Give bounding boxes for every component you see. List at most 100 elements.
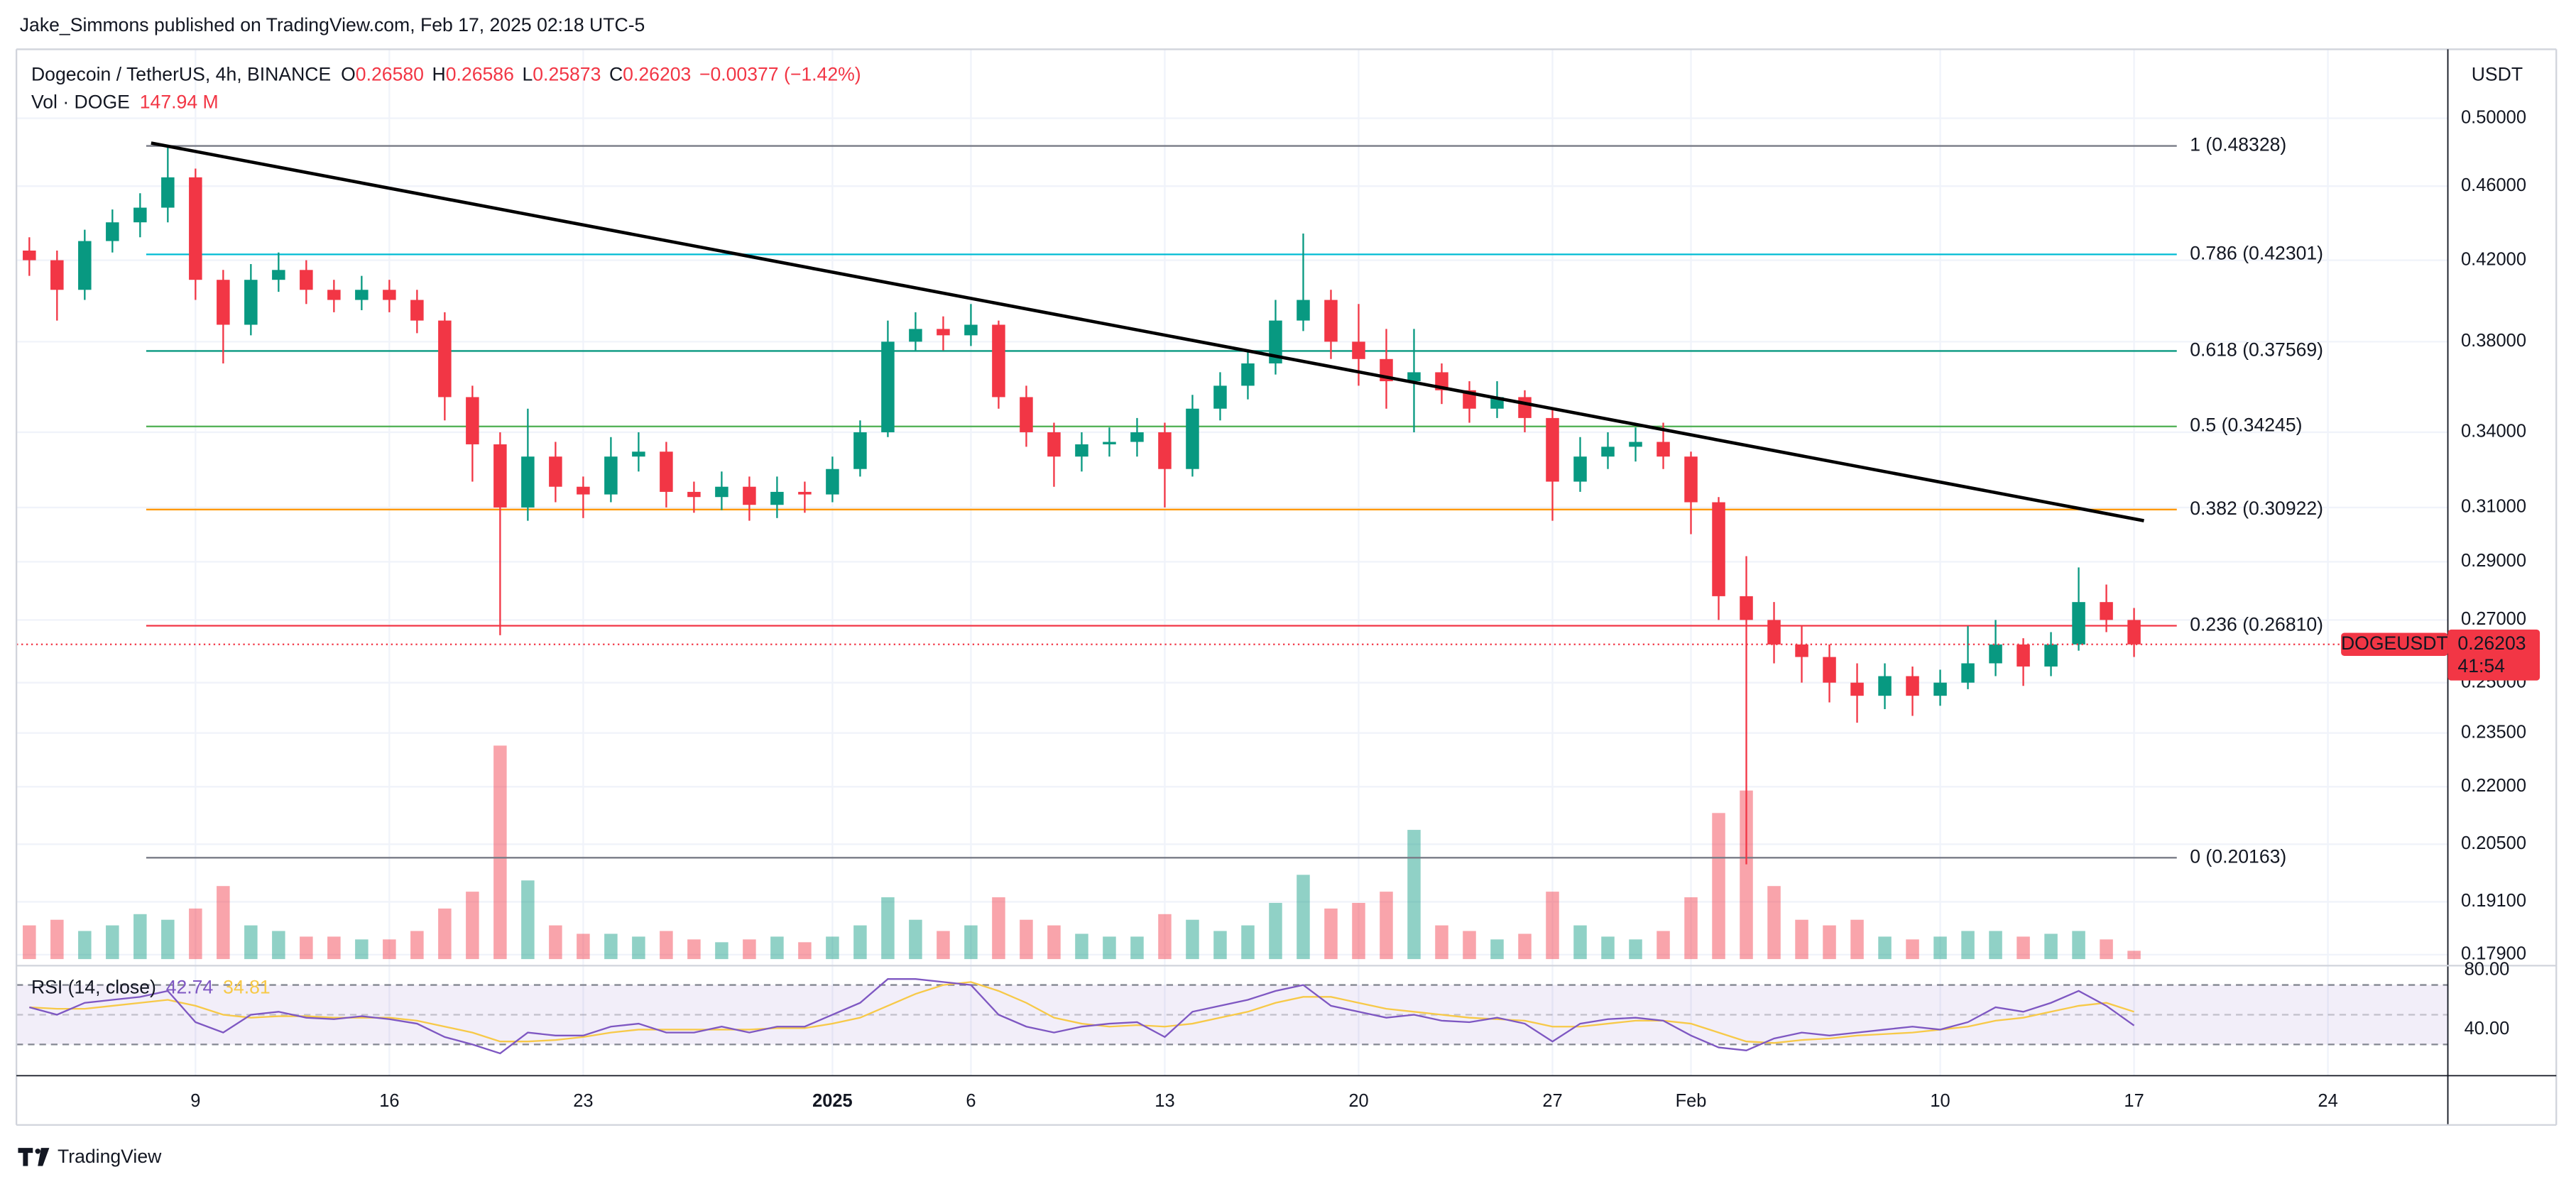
x-tick-label: 2025 <box>812 1091 853 1111</box>
grid <box>16 49 2448 1076</box>
candle-body <box>217 280 230 325</box>
y-tick-label: 0.42000 <box>2461 249 2526 269</box>
candle-body <box>1047 432 1061 457</box>
candle-body <box>1075 444 1088 457</box>
rsi-tick-label: 40.00 <box>2465 1019 2510 1039</box>
rsi-ma-value: 34.81 <box>223 977 271 998</box>
volume-title: Vol · DOGE <box>31 92 130 113</box>
volume-bar <box>1601 936 1615 960</box>
volume-bar <box>1463 931 1476 960</box>
volume-bar <box>1020 919 1033 960</box>
candle-body <box>1573 456 1587 482</box>
volume-bar <box>1878 936 1892 960</box>
rsi-tick-label: 80.00 <box>2465 959 2510 979</box>
volume-bar <box>78 931 92 960</box>
volume-bar <box>189 908 202 960</box>
volume-bar <box>493 745 507 960</box>
candle-body <box>577 486 590 495</box>
candle-body <box>687 491 701 498</box>
volume-legend: Vol · DOGE 147.94 M <box>31 92 219 113</box>
volume-bar <box>2044 933 2058 960</box>
candle-body <box>632 451 645 457</box>
candle-body <box>1795 644 1808 657</box>
volume-bar <box>23 925 36 960</box>
y-tick-label: 0.27000 <box>2461 609 2526 629</box>
volume-bar <box>1407 830 1421 960</box>
candle-body <box>743 486 756 505</box>
candle-body <box>937 329 950 336</box>
candle-body <box>1989 644 2002 664</box>
volume-bar <box>1573 925 1587 960</box>
currency-label: USDT <box>2472 63 2523 84</box>
candle-body <box>1241 363 1255 386</box>
volume-bar <box>466 892 479 960</box>
candle-body <box>1407 372 1421 382</box>
y-tick-label: 0.31000 <box>2461 497 2526 517</box>
candle-body <box>355 290 369 300</box>
price-tag-countdown: 41:54 <box>2457 655 2505 676</box>
volume-bar <box>1241 925 1255 960</box>
volume-bar <box>1629 939 1642 960</box>
volume-bar <box>1380 892 1393 960</box>
volume-bar <box>2127 950 2141 960</box>
volume-bar <box>2072 931 2085 960</box>
volume-bar <box>1158 914 1172 960</box>
candle-body <box>770 491 784 505</box>
candle-body <box>1767 620 1781 645</box>
x-tick-label: 16 <box>379 1091 399 1111</box>
candle-body <box>1601 446 1615 457</box>
volume-bar <box>604 933 618 960</box>
candle-body <box>327 290 341 300</box>
candle-body <box>438 320 452 398</box>
x-tick-label: 6 <box>966 1091 976 1111</box>
volume-bar <box>909 919 922 960</box>
volume-bar <box>244 925 258 960</box>
fib-level-label: 0 (0.20163) <box>2190 845 2286 867</box>
y-tick-label: 0.34000 <box>2461 422 2526 442</box>
fib-level-label: 1 (0.48328) <box>2190 134 2286 155</box>
symbol-tag <box>2341 632 2448 656</box>
volume-bar <box>161 919 175 960</box>
price-change: −0.00377 (−1.42%) <box>699 63 861 84</box>
volume-bar <box>410 931 424 960</box>
candle-body <box>244 280 258 325</box>
volume-bar <box>327 936 341 960</box>
candle-body <box>300 270 313 290</box>
candle-body <box>881 341 895 432</box>
candle-body <box>964 324 978 336</box>
ohlc-key: O <box>341 63 356 84</box>
volume-bar <box>632 936 645 960</box>
ohlc-value: 0.26580 <box>356 63 424 84</box>
rsi-legend: RSI (14, close) 42.74 34.81 <box>31 977 271 998</box>
volume-bar <box>881 897 895 960</box>
fib-level-label: 0.236 (0.26810) <box>2190 614 2323 635</box>
fib-level-label: 0.618 (0.37569) <box>2190 339 2323 360</box>
x-tick-label: Feb <box>1676 1091 1707 1111</box>
volume-bar <box>992 897 1005 960</box>
candle-body <box>410 300 424 321</box>
volume-bar <box>853 925 867 960</box>
volume-bar <box>300 936 313 960</box>
candle-body <box>1961 663 1975 683</box>
candle-body <box>23 250 36 261</box>
candle-body <box>2016 644 2030 667</box>
candle-body <box>549 456 562 487</box>
volume-bar <box>937 931 950 960</box>
volume-bar <box>1103 936 1116 960</box>
volume-bar <box>1684 897 1698 960</box>
candle-body <box>1712 502 1725 596</box>
fib-level-label: 0.786 (0.42301) <box>2190 242 2323 263</box>
volume-bar <box>217 886 230 960</box>
y-tick-label: 0.46000 <box>2461 175 2526 195</box>
volume-bar <box>272 931 285 960</box>
volume-bar <box>1324 908 1338 960</box>
x-tick-label: 27 <box>1542 1091 1562 1111</box>
candle-body <box>2100 602 2113 620</box>
volume-bar <box>1740 790 1753 960</box>
brand-name: TradingView <box>58 1146 162 1167</box>
price-tag <box>2447 629 2540 681</box>
volume-bar <box>1186 919 1199 960</box>
volume-bar <box>1989 931 2002 960</box>
